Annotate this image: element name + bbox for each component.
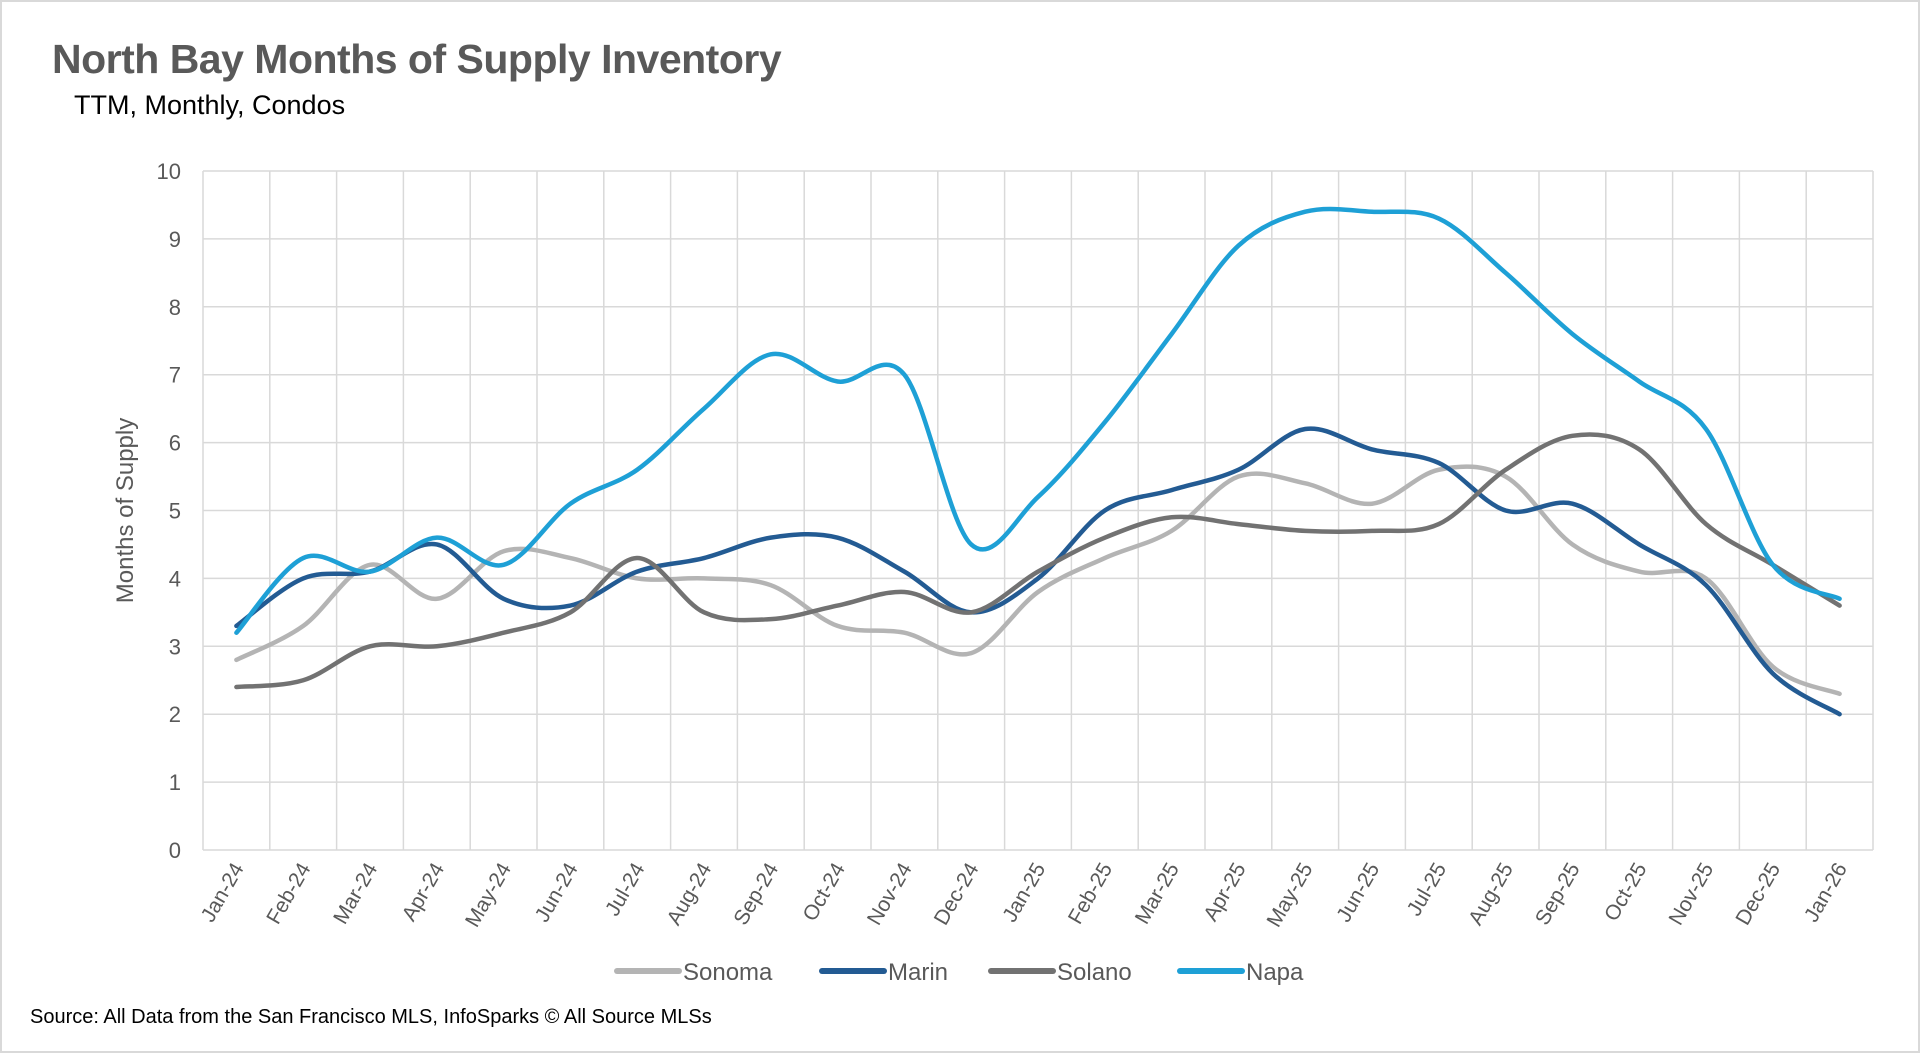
y-axis-label: Months of Supply: [112, 418, 139, 603]
y-tick-label: 10: [157, 159, 181, 184]
y-tick-label: 2: [169, 702, 181, 727]
y-tick-label: 5: [169, 499, 181, 524]
x-tick-label: Dec-24: [930, 859, 984, 929]
x-tick-label: Oct-25: [1600, 859, 1651, 925]
x-tick-label: Aug-25: [1464, 859, 1518, 929]
x-tick-label: Oct-24: [798, 859, 850, 925]
x-tick-label: Apr-24: [398, 859, 450, 925]
legend-label-marin: Marin: [888, 959, 948, 986]
x-tick-label: Sep-24: [729, 859, 783, 929]
x-tick-label: May-25: [1263, 859, 1318, 931]
y-tick-label: 6: [169, 431, 181, 456]
y-tick-label: 3: [169, 634, 181, 659]
y-tick-label: 1: [169, 770, 181, 795]
y-tick-label: 4: [169, 566, 181, 591]
x-tick-label: May-24: [461, 859, 516, 931]
x-tick-label: Jun-24: [531, 859, 583, 926]
y-tick-label: 7: [169, 363, 181, 388]
x-tick-label: Aug-24: [663, 859, 717, 929]
chart-subtitle: TTM, Monthly, Condos: [74, 90, 346, 120]
x-tick-label: Nov-25: [1665, 859, 1719, 929]
legend-label-napa: Napa: [1246, 959, 1304, 986]
x-tick-label: Jan-26: [1800, 859, 1852, 926]
x-tick-label: Mar-24: [329, 859, 382, 928]
series-line-sonoma: [234, 464, 1842, 697]
x-tick-label: Nov-24: [863, 859, 917, 929]
series-line-napa: [234, 206, 1842, 635]
x-tick-label: Mar-25: [1131, 859, 1184, 928]
x-tick-label: Jul-24: [601, 859, 650, 920]
chart-title: North Bay Months of Supply Inventory: [52, 36, 782, 82]
legend-label-sonoma: Sonoma: [683, 959, 773, 986]
x-tick-label: Jan-25: [998, 859, 1050, 926]
y-tick-label: 0: [169, 838, 181, 863]
x-tick-label: Jan-24: [197, 859, 249, 926]
x-tick-label: Apr-25: [1199, 859, 1250, 925]
y-tick-label: 8: [169, 295, 181, 320]
x-tick-label: Jun-25: [1332, 859, 1384, 926]
source-note: Source: All Data from the San Francisco …: [30, 1006, 712, 1028]
series-line-solano: [234, 432, 1842, 690]
y-tick-label: 9: [169, 227, 181, 252]
x-tick-label: Jul-25: [1403, 859, 1452, 920]
x-tick-label: Dec-25: [1731, 859, 1785, 929]
series-line-marin: [234, 426, 1842, 717]
legend-label-solano: Solano: [1057, 959, 1132, 986]
x-tick-label: Feb-24: [262, 859, 315, 928]
x-tick-label: Feb-25: [1064, 859, 1117, 928]
x-tick-label: Sep-25: [1531, 859, 1585, 929]
